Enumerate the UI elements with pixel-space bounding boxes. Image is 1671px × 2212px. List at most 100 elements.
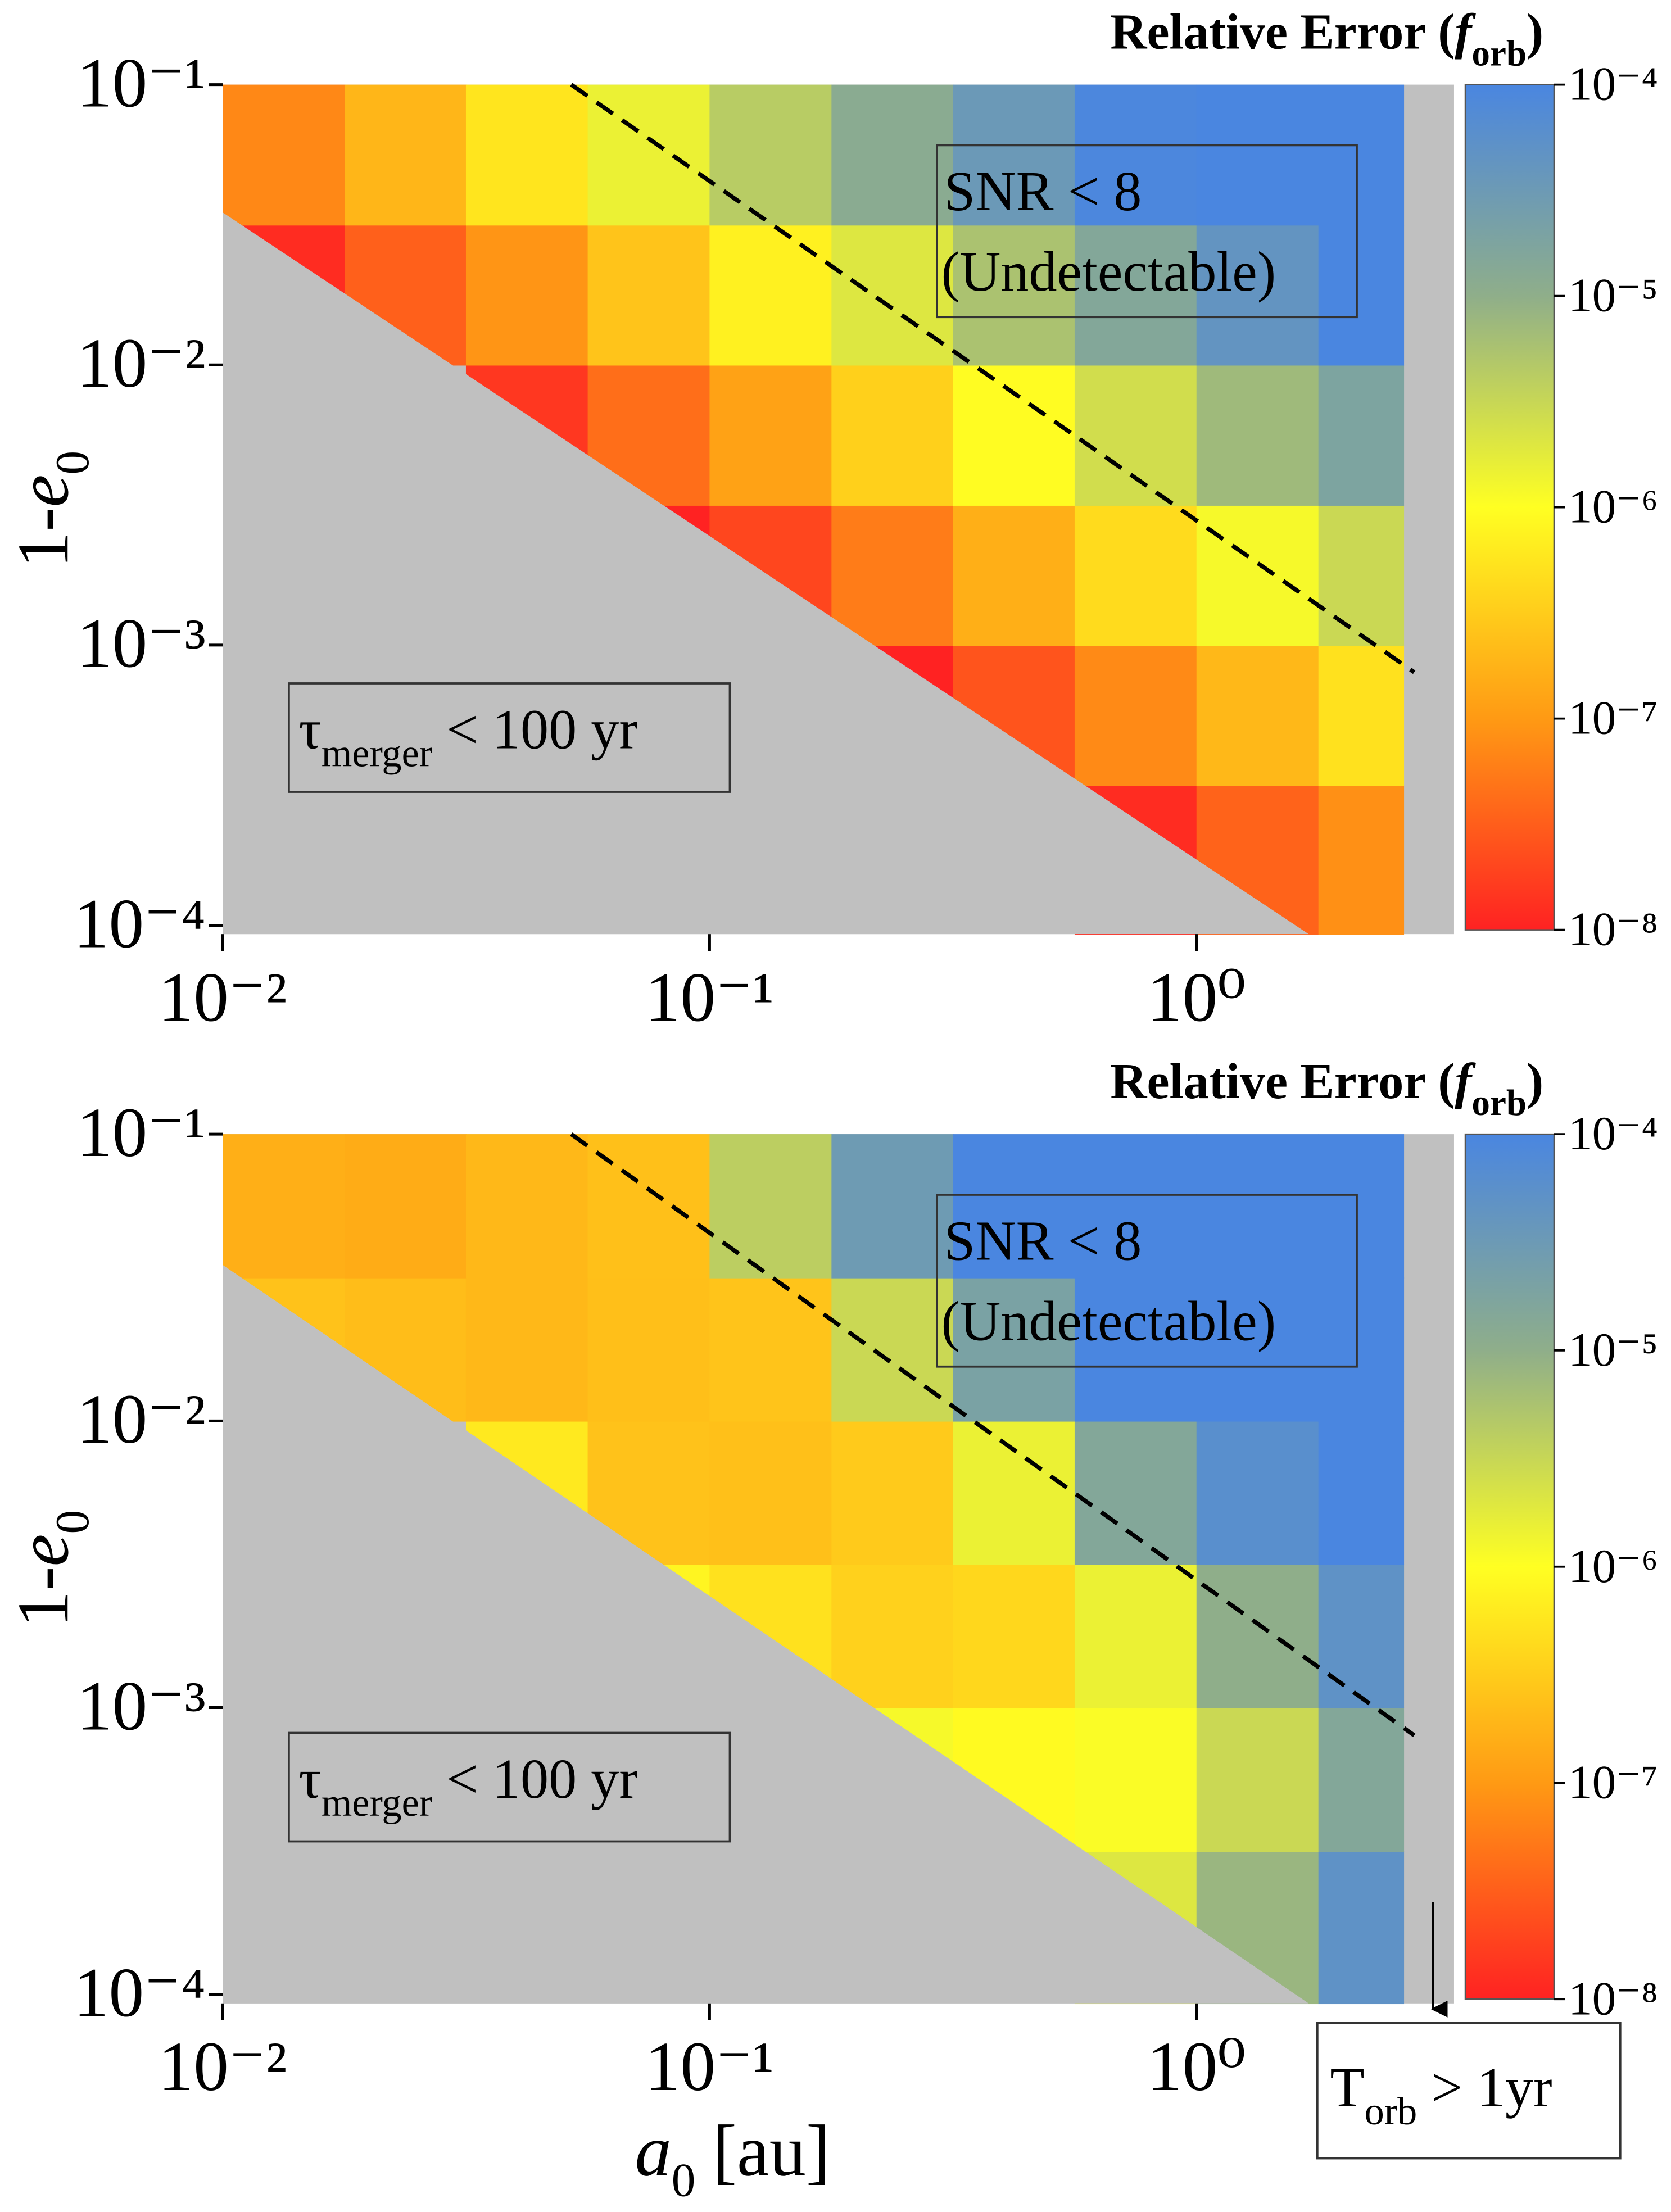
note-symbol: T (1330, 2056, 1364, 2119)
colorbar-title-text: Relative Error ( (1110, 3, 1455, 60)
heatmap-cell (1074, 1277, 1197, 1422)
x-tick-label: 10⁻¹ (645, 958, 774, 1036)
heatmap-cell (1074, 505, 1197, 646)
colorbar-tick-label: 10⁻⁶ (1568, 481, 1658, 533)
y-tick-label: 10⁻⁴ (74, 1954, 206, 2032)
y-axis-label-sub: 0 (46, 1510, 99, 1534)
heatmap-cell (1318, 1851, 1405, 2005)
colorbar-title: Relative Error (forb) (1110, 1053, 1543, 1123)
heatmap-cell (223, 1134, 346, 1279)
merger-annotation: τmerger < 100 yr (298, 699, 637, 776)
x-axis-label-var: a (635, 2110, 672, 2191)
note: Torb > 1yr (1330, 2056, 1552, 2133)
heatmap-cell (831, 84, 954, 226)
merger-annotation-text: < 100 yr (446, 699, 638, 761)
colorbar-title-text: Relative Error ( (1110, 1053, 1455, 1109)
colorbar-tick-label: 10⁻⁴ (1568, 58, 1658, 111)
colorbar-tick-label: 10⁻⁶ (1568, 1540, 1658, 1593)
heatmap-cell (1074, 1564, 1197, 1708)
snr-threshold-line (570, 1132, 1416, 1738)
heatmap-cell (709, 1421, 832, 1565)
heatmap-cell (345, 84, 467, 226)
heatmap-cell (1074, 365, 1197, 506)
snr-threshold-line (570, 83, 1416, 674)
y-tick-label: 10⁻³ (77, 605, 206, 683)
heatmap-cell (1318, 84, 1405, 226)
heatmap-cell (1074, 1421, 1197, 1565)
heatmap-cell (465, 1277, 588, 1422)
x-tick-label: 10⁻² (159, 958, 287, 1036)
heatmap-cell (1074, 1707, 1197, 1852)
snr-annotation: SNR < 8 (944, 160, 1142, 223)
colorbar-title-close: ) (1527, 3, 1543, 60)
colorbar-tick-label: 10⁻⁷ (1568, 1756, 1658, 1809)
heatmap-cell (831, 1134, 954, 1279)
heatmap-cell (709, 225, 832, 366)
snr-annotation-box (936, 144, 1358, 319)
y-tick-label: 10⁻² (77, 324, 206, 402)
heatmap-cell (1318, 1421, 1405, 1565)
colorbar-title: Relative Error (forb) (1110, 3, 1543, 74)
merger-annotation-symbol: τ (298, 1748, 321, 1810)
heatmap-cell (953, 1277, 1076, 1422)
heatmap-cell (345, 1134, 467, 1279)
y-tick-label: 10⁻¹ (77, 44, 206, 122)
heatmap-cell (831, 1564, 954, 1708)
note-sub: orb (1365, 2089, 1418, 2133)
colorbar-tick-label: 10⁻⁵ (1568, 269, 1658, 322)
heatmap-cell (465, 1134, 588, 1279)
heatmap-cell (1074, 225, 1197, 366)
merger-annotation: τmerger < 100 yr (298, 1748, 637, 1825)
heatmap-cell (709, 1134, 832, 1279)
heatmap-cell (1318, 225, 1405, 366)
heatmap-cell (223, 84, 346, 226)
heatmap-cell (1196, 365, 1319, 506)
merger-region (223, 212, 1309, 935)
colorbar-tick-label: 10⁻⁵ (1568, 1323, 1658, 1376)
heatmap-cell (953, 365, 1076, 506)
merger-annotation-box (288, 1731, 731, 1843)
heatmap-cell (953, 1564, 1076, 1708)
heatmap-cell (953, 505, 1076, 646)
heatmap-cell (1318, 645, 1405, 786)
heatmap-cell (587, 84, 710, 226)
heatmap-cell (953, 84, 1076, 226)
x-axis-label-unit: [au] (713, 2110, 831, 2191)
merger-annotation-sub: merger (321, 732, 432, 776)
colorbar-tick-label: 10⁻⁸ (1568, 903, 1658, 956)
heatmap-cell (831, 1421, 954, 1565)
heatmap-cell (953, 1134, 1076, 1279)
heatmap-cell (1318, 785, 1405, 935)
note-box (1316, 2022, 1622, 2160)
y-axis-label-var: e (3, 1534, 84, 1567)
colorbar (1464, 1133, 1555, 2000)
colorbar-tick-label: 10⁻⁸ (1568, 1972, 1658, 2025)
heatmap-cell (1318, 1707, 1405, 1852)
heatmap-cell (1074, 1134, 1197, 1279)
heatmap-cell (953, 225, 1076, 366)
heatmap-cell (709, 84, 832, 226)
panel: 10⁻² 10⁻¹ 10⁰ 10⁻⁴ 10⁻³ 10⁻² 10⁻¹ 10⁻⁸ 10⁻⁷ 10⁻⁶ 1… (3, 3, 1658, 1036)
heatmap-cell (1196, 225, 1319, 366)
heatmap-cell (1196, 1421, 1319, 1565)
y-tick-label: 10⁻⁴ (74, 885, 206, 963)
heatmap-cell (587, 1277, 710, 1422)
heatmap-cell (1074, 645, 1197, 786)
heatmap-cell (831, 365, 954, 506)
y-axis-label-prefix: 1- (3, 507, 84, 568)
y-axis-label-var: e (3, 474, 84, 507)
heatmap-cell (1318, 505, 1405, 646)
y-tick-label: 10⁻¹ (77, 1094, 206, 1172)
merger-annotation-text: < 100 yr (446, 1748, 638, 1810)
heatmap-cell (709, 1277, 832, 1422)
heatmap-cell (953, 1421, 1076, 1565)
x-tick-label: 10⁻² (159, 2028, 287, 2106)
heatmap-cell (465, 225, 588, 366)
colorbar-tick-label: 10⁻⁴ (1568, 1107, 1658, 1160)
x-tick-label: 10⁰ (1147, 2028, 1246, 2106)
note-text: > 1yr (1431, 2056, 1552, 2119)
colorbar-title-sub: orb (1471, 33, 1527, 74)
y-axis-label-prefix: 1- (3, 1566, 84, 1628)
heatmap-cell (1196, 1707, 1319, 1852)
